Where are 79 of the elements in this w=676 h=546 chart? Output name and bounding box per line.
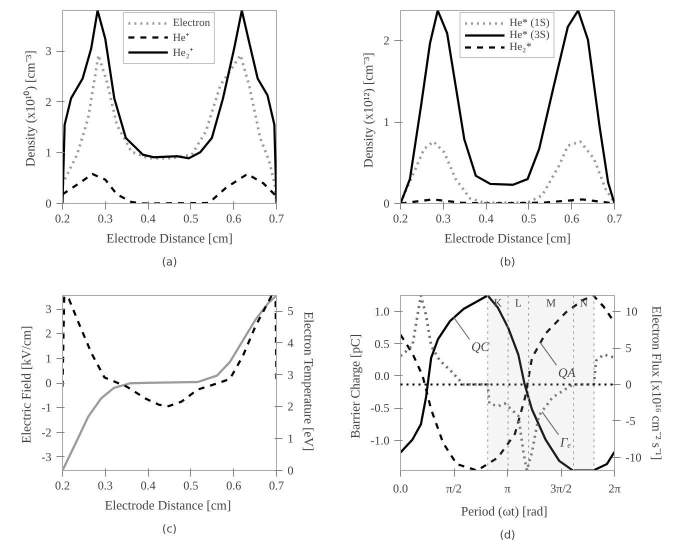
y-tick-label: 1 [384,115,390,130]
y2-axis-title: Electron Temperature [eV] [302,311,316,452]
x-tick-label: 3π/2 [550,482,572,496]
y2-tick-label: 1 [288,432,294,446]
x-tick-label: π/2 [446,482,462,496]
x-tick-label: 0.2 [55,478,70,492]
y2-tick-label: 3 [288,368,294,382]
legend-label: He* (1S) [509,17,550,29]
y-axis-title: Barrier Charge [pC] [348,334,363,438]
x-tick-label: 0.7 [607,212,622,226]
y2-tick-label: 5 [626,341,632,355]
y2-tick-label: 5 [288,304,294,318]
x-tick-label: 0.3 [436,212,451,226]
y2-tick-label: 4 [288,336,294,350]
legend-label: Electron [172,17,210,29]
annotation: Γₑ [559,434,571,450]
y-tick-label: 1.0 [374,304,390,319]
y2-tick-label: 0 [626,377,632,392]
y-tick-label: 2 [46,326,52,341]
x-tick-label: 0.7 [269,478,284,492]
y-tick-label: 0 [46,196,52,210]
x-tick-label: 0.4 [140,212,156,226]
x-tick-label: 0.7 [269,212,284,226]
y-tick-label: 0 [384,196,390,210]
y2-tick-label: 0 [288,464,294,478]
legend-label: He₂⁺ [172,46,194,59]
y-tick-label: -3 [42,450,52,464]
x-tick-label: 0.5 [183,478,198,492]
legend-label: He₂* [509,41,532,53]
band-label: M [546,298,556,310]
y-tick-label: 2 [384,34,390,48]
text: (c) [162,522,177,536]
band-label: L [514,298,522,310]
annotation: QA [558,364,576,380]
x-tick-label: 0.3 [98,212,113,226]
y-tick-label: 1 [46,146,52,160]
y-tick-label: -0.5 [370,401,390,416]
x-tick-label: 0.2 [393,212,408,226]
y-tick-label: -1.0 [370,433,390,448]
y-tick-label: 3 [46,302,52,316]
x-axis-title: Period (ωt) [rad] [460,504,548,518]
x-axis-title: Electrode Distance [cm] [104,498,232,512]
y2-tick-label: 10 [626,304,638,319]
x-axis-title: Electrode Distance [cm] [444,230,571,246]
x-tick-label: 2π [608,482,621,496]
band-label: N [580,298,588,310]
text: (d) [500,528,516,542]
annotation: QC [471,339,490,354]
x-tick-label: 0.3 [98,478,113,492]
x-tick-label: 0.5 [183,212,198,226]
y-tick-label: -2 [42,425,52,440]
y-tick-label: 3 [46,44,52,58]
y-tick-label: 0 [46,376,52,390]
text: (a) [162,256,178,268]
y-tick-label: 1 [46,351,52,366]
x-tick-label: 0.6 [226,212,242,226]
x-tick-label: π [504,482,511,496]
y2-tick-label: -10 [626,450,642,464]
legend-label: He* (3S) [509,29,550,41]
x-tick-label: 0.5 [521,212,536,226]
x-tick-label: 0.4 [478,212,494,226]
x-tick-label: 0.2 [55,212,70,226]
x-tick-label: 0.6 [226,478,242,492]
text: (b) [500,256,516,268]
x-tick-label: 0.0 [393,482,408,496]
x-tick-label: 0.6 [564,212,580,226]
y-axis-title: Density (x10¹²) [cm⁻³] [360,52,376,168]
y-axis-title: Electric Field [kV/cm] [18,326,34,444]
y2-axis-title: Electron Flux [x10¹⁶ cm⁻² s⁻¹] [649,306,664,460]
y-tick-label: 0.0 [374,368,390,383]
y2-tick-label: 2 [288,400,294,414]
x-axis-title: Electrode Distance [cm] [106,230,233,246]
y-tick-label: 2 [46,94,52,109]
x-tick-label: 0.4 [140,478,156,492]
y-tick-label: -1 [42,400,52,415]
y-axis-title: Density (x10¹⁰) [cm⁻³] [22,50,38,167]
y2-tick-label: -5 [626,414,636,428]
y-tick-label: 0.5 [374,336,390,351]
legend-label: He⁺ [172,31,191,44]
